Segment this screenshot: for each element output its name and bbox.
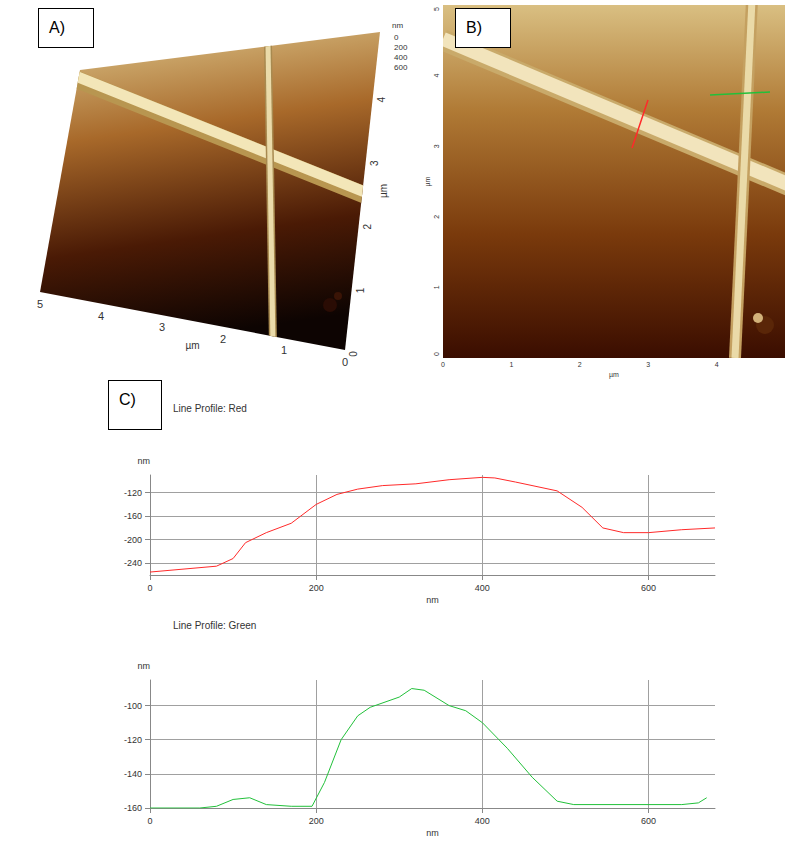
svg-text:nm: nm <box>137 456 150 466</box>
svg-text:3: 3 <box>646 361 650 368</box>
svg-text:4: 4 <box>376 96 387 102</box>
html-text:C): C) <box>119 391 136 408</box>
svg-text:-140: -140 <box>124 769 142 779</box>
svg-text:5: 5 <box>37 298 43 310</box>
svg-text:0: 0 <box>147 816 152 826</box>
svg-text:nm: nm <box>137 661 150 671</box>
svg-text:0: 0 <box>433 352 440 356</box>
svg-text:0: 0 <box>348 351 359 357</box>
svg-text:µm: µm <box>185 340 199 351</box>
svg-text:-120: -120 <box>124 735 142 745</box>
svg-text:3: 3 <box>369 160 380 166</box>
svg-text:-160: -160 <box>124 511 142 521</box>
svg-text:200: 200 <box>309 816 324 826</box>
svg-text:2: 2 <box>220 333 226 345</box>
svg-text:nm: nm <box>426 595 439 605</box>
svg-text:nm: nm <box>426 828 439 838</box>
svg-text:600: 600 <box>394 63 408 72</box>
svg-text:0: 0 <box>147 583 152 593</box>
svg-text:3: 3 <box>159 321 165 333</box>
svg-text:-160: -160 <box>124 803 142 813</box>
svg-text:nm: nm <box>392 21 403 30</box>
svg-text:4: 4 <box>98 310 104 322</box>
svg-text:-120: -120 <box>124 488 142 498</box>
svg-text:5: 5 <box>433 7 440 11</box>
svg-text:1: 1 <box>509 361 513 368</box>
svg-text:2: 2 <box>578 361 582 368</box>
svg-text:-200: -200 <box>124 535 142 545</box>
svg-text:200: 200 <box>309 583 324 593</box>
svg-text:2: 2 <box>433 215 440 219</box>
svg-text:-100: -100 <box>124 701 142 711</box>
svg-text:0: 0 <box>441 361 445 368</box>
svg-text:200: 200 <box>394 43 408 52</box>
svg-text:600: 600 <box>641 816 656 826</box>
svg-text:2: 2 <box>362 224 373 230</box>
svg-text:1: 1 <box>433 285 440 289</box>
svg-text:400: 400 <box>394 53 408 62</box>
svg-text:µm: µm <box>378 184 389 198</box>
svg-text:µm: µm <box>424 176 432 186</box>
svg-text:3: 3 <box>433 144 440 148</box>
svg-text:Line Profile: Red: Line Profile: Red <box>173 403 247 414</box>
svg-text:400: 400 <box>475 816 490 826</box>
svg-text:µm: µm <box>609 371 619 379</box>
svg-text:4: 4 <box>433 74 440 78</box>
svg-text:1: 1 <box>355 287 366 293</box>
html-text:B): B) <box>466 19 482 36</box>
svg-text:600: 600 <box>641 583 656 593</box>
svg-text:0: 0 <box>394 33 399 42</box>
html-text:A): A) <box>49 19 65 36</box>
svg-text:400: 400 <box>475 583 490 593</box>
svg-text:0: 0 <box>342 356 348 368</box>
svg-text:1: 1 <box>281 344 287 356</box>
svg-text:Line Profile: Green: Line Profile: Green <box>173 620 256 631</box>
svg-text:4: 4 <box>715 361 719 368</box>
svg-text:-240: -240 <box>124 558 142 568</box>
